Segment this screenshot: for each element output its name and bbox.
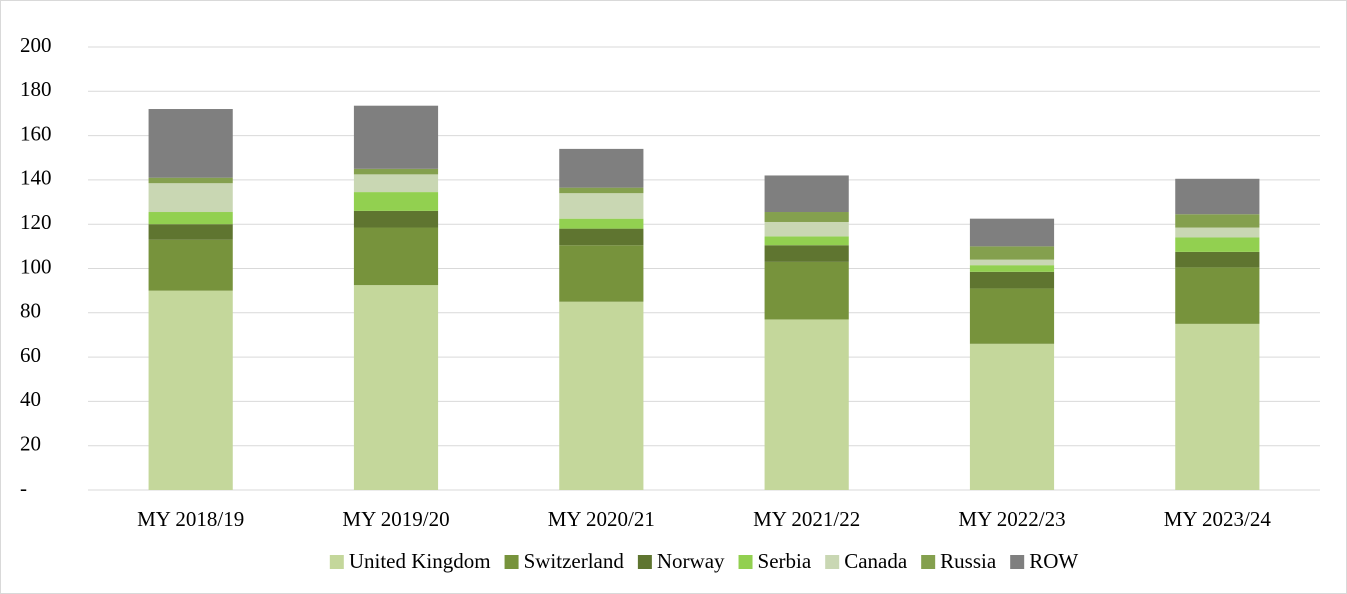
bar-segment bbox=[353, 227, 439, 286]
bar-segment bbox=[1175, 323, 1260, 490]
legend-label: Serbia bbox=[758, 549, 812, 573]
bar-segment bbox=[1175, 178, 1260, 215]
x-tick-label: MY 2020/21 bbox=[548, 507, 655, 531]
x-tick-label: MY 2022/23 bbox=[958, 507, 1065, 531]
bar-segment bbox=[969, 259, 1055, 266]
y-tick-label: - bbox=[20, 476, 27, 500]
bar-segment bbox=[969, 343, 1055, 490]
y-tick-label: 60 bbox=[20, 343, 41, 367]
bar-segment bbox=[148, 212, 233, 225]
y-tick-label: 80 bbox=[20, 299, 41, 323]
legend-label: ROW bbox=[1029, 549, 1078, 573]
bar-segment bbox=[969, 271, 1055, 289]
y-tick-label: 40 bbox=[20, 387, 41, 411]
legend-swatch bbox=[921, 555, 936, 569]
bar-segment bbox=[559, 193, 644, 219]
bar-segment bbox=[559, 228, 644, 246]
legend-swatch bbox=[825, 555, 840, 569]
bar-segment bbox=[764, 245, 849, 262]
bar-segment bbox=[559, 218, 644, 229]
legend-swatch bbox=[1010, 555, 1025, 569]
legend-swatch bbox=[738, 555, 753, 569]
legend-label: Canada bbox=[844, 549, 908, 573]
bar-segment bbox=[353, 174, 439, 193]
bar-segment bbox=[559, 187, 644, 194]
bar-segment bbox=[1175, 227, 1260, 238]
x-tick-label: MY 2019/20 bbox=[342, 507, 449, 531]
bar-segment bbox=[764, 212, 849, 222]
bar-segment bbox=[764, 175, 849, 213]
bar-segment bbox=[969, 265, 1055, 272]
bar-segment bbox=[559, 148, 644, 188]
y-tick-label: 160 bbox=[20, 121, 52, 145]
bar-segment bbox=[353, 192, 439, 211]
bar-segment bbox=[1175, 267, 1260, 324]
bar-segment bbox=[764, 236, 849, 246]
bar-segment bbox=[148, 224, 233, 240]
bar-segment bbox=[764, 261, 849, 320]
bar-segment bbox=[1175, 251, 1260, 268]
y-tick-label: 200 bbox=[20, 33, 52, 57]
bar-segment bbox=[148, 239, 233, 291]
bar-segment bbox=[353, 285, 439, 490]
bar-segment bbox=[559, 245, 644, 302]
legend-swatch bbox=[504, 555, 519, 569]
x-tick-label: MY 2018/19 bbox=[137, 507, 244, 531]
legend-label: Norway bbox=[657, 549, 725, 573]
legend-swatch bbox=[329, 555, 344, 569]
bar-segment bbox=[148, 109, 233, 178]
bar-segment bbox=[353, 210, 439, 228]
bar-segment bbox=[148, 177, 233, 184]
bar-segment bbox=[969, 218, 1055, 247]
bar-segment bbox=[559, 301, 644, 490]
bar-segment bbox=[969, 246, 1055, 260]
y-tick-label: 180 bbox=[20, 77, 52, 101]
x-tick-label: MY 2021/22 bbox=[753, 507, 860, 531]
bar-segment bbox=[353, 168, 439, 175]
bar-segment bbox=[353, 105, 439, 169]
legend-label: Russia bbox=[940, 549, 997, 573]
bar-segment bbox=[148, 183, 233, 213]
legend: United Kingdom Switzerland Norway Serbia Can… bbox=[329, 549, 1078, 573]
legend-label: Switzerland bbox=[524, 549, 625, 573]
bar-segment bbox=[148, 290, 233, 490]
y-tick-label: 120 bbox=[20, 210, 52, 234]
bar-segment bbox=[969, 288, 1055, 344]
bar-segment bbox=[764, 319, 849, 490]
y-tick-label: 140 bbox=[20, 166, 52, 190]
bar-segment bbox=[1175, 214, 1260, 228]
x-tick-label: MY 2023/24 bbox=[1164, 507, 1272, 531]
bar-segment bbox=[1175, 237, 1260, 252]
bar-segment bbox=[764, 221, 849, 237]
y-tick-label: 20 bbox=[20, 432, 41, 456]
y-tick-label: 100 bbox=[20, 254, 52, 278]
legend-swatch bbox=[637, 555, 652, 569]
legend-label: United Kingdom bbox=[349, 549, 491, 573]
